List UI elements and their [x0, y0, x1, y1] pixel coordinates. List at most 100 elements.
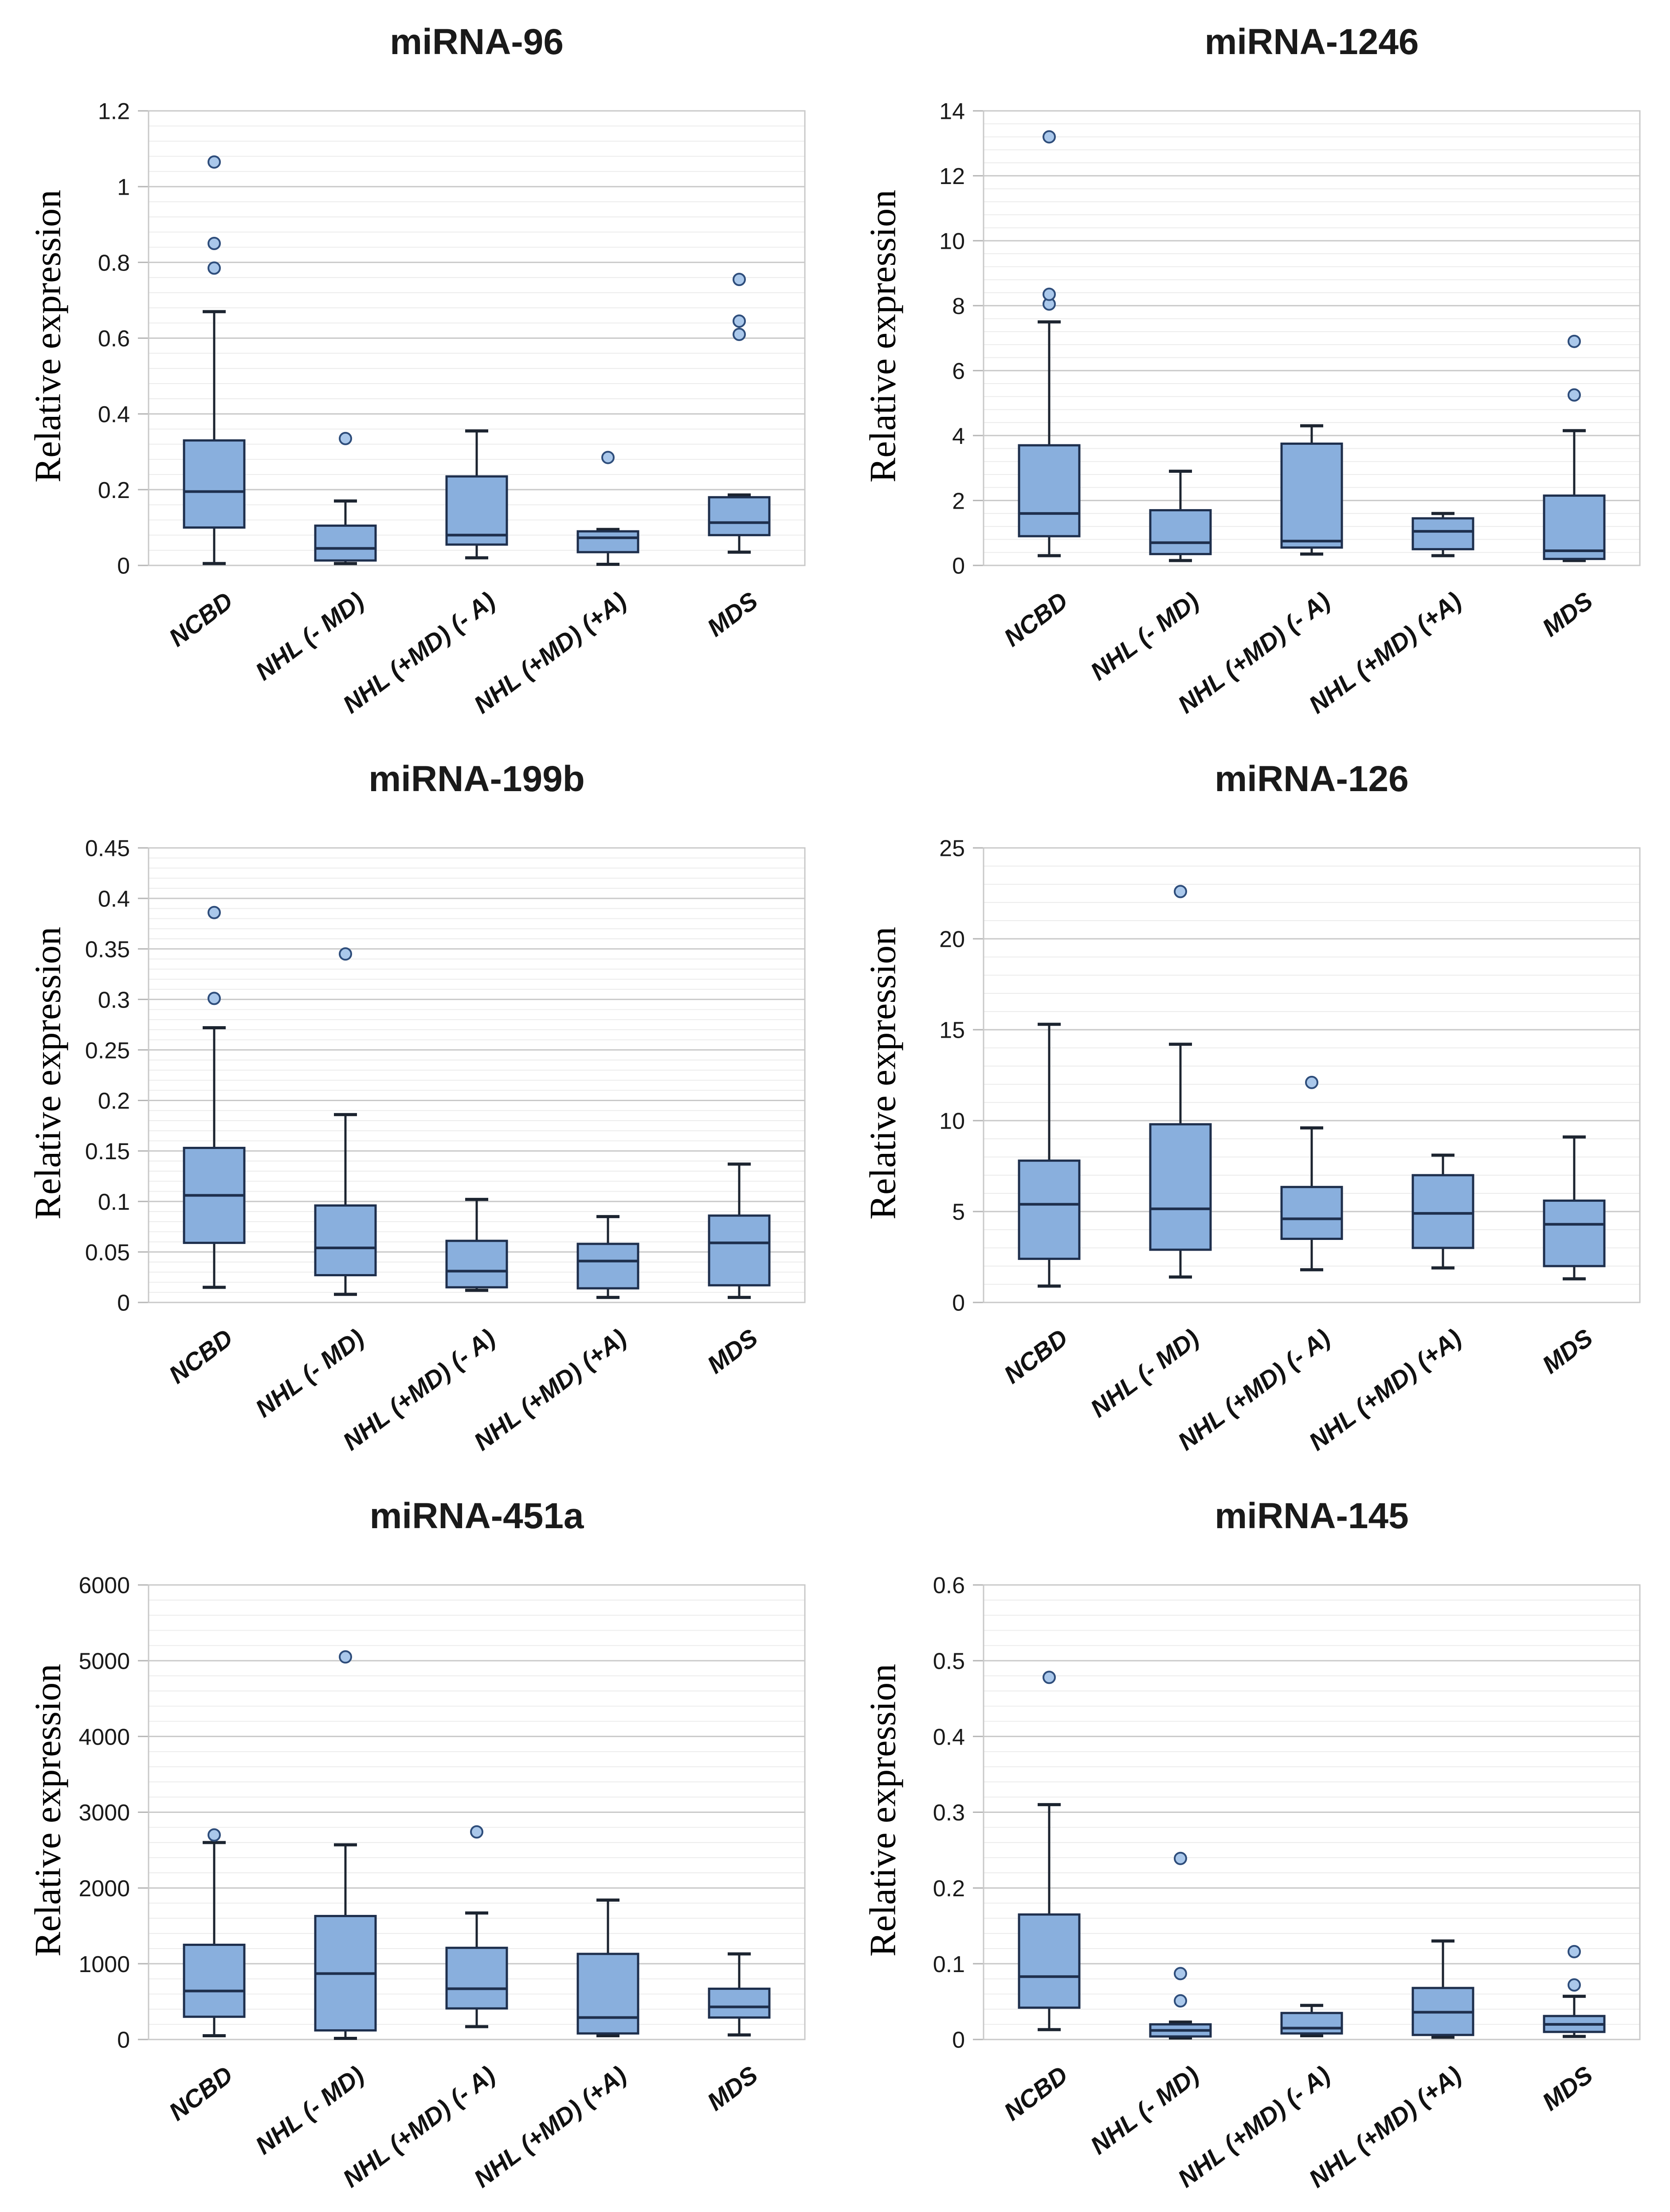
x-category-label: NCBD: [164, 586, 238, 652]
box-group-5: MDS: [702, 1952, 771, 2116]
y-tick-label: 2: [952, 488, 965, 514]
y-tick-label: 0.5: [933, 1649, 965, 1675]
x-category-label: NCBD: [164, 2060, 238, 2126]
y-tick-label: 6000: [78, 1573, 130, 1599]
chart-mirna-126: miRNA-126 Relative expression 0 5 10 15 20 25…: [835, 737, 1670, 1474]
outlier-point: [339, 947, 352, 961]
y-tick-label: 0.2: [933, 1876, 965, 1902]
y-tick-label: 0.3: [98, 987, 130, 1013]
chart-title: miRNA-126: [1215, 759, 1409, 799]
x-category-label: NHL (- MD): [1085, 2060, 1204, 2160]
y-tick-label: 10: [939, 1109, 965, 1134]
outlier-point: [601, 451, 615, 464]
x-category-label: MDS: [702, 586, 763, 642]
outlier-point: [1174, 1851, 1187, 1865]
box-group-2: NHL (- MD): [250, 431, 377, 686]
x-category-label: MDS: [1537, 586, 1598, 642]
box-group-1: NCBD: [164, 1828, 246, 2126]
iqr-box: [1280, 442, 1343, 549]
plot-border: [983, 1584, 1641, 2040]
y-axis: 0 0.05 0.1 0.15 0.2 0.25 0.3 0.35 0.4 0.45: [85, 836, 149, 1316]
y-tick-label: 4000: [78, 1724, 130, 1750]
y-tick-label: 0: [952, 553, 965, 579]
y-axis: 0 1000 2000 3000 4000 5000 6000: [78, 1573, 149, 2053]
y-tick-label: 0.1: [933, 1952, 965, 1977]
iqr-box: [1018, 1159, 1081, 1260]
chart-mirna-145: miRNA-145 Relative expression 0 0.1 0.2 0.3…: [835, 1474, 1670, 2211]
outlier-point: [1305, 1075, 1318, 1089]
outlier-point: [208, 155, 221, 169]
y-tick-label: 0.4: [98, 886, 130, 912]
x-category-label: NCBD: [999, 586, 1073, 652]
plot-border: [148, 847, 806, 1303]
outlier-point: [339, 1650, 352, 1664]
y-tick-label: 0.2: [98, 478, 130, 503]
y-tick-label: 0.25: [85, 1038, 130, 1063]
iqr-box: [576, 1243, 639, 1290]
y-tick-label: 0.45: [85, 836, 130, 862]
outlier-point: [1174, 1967, 1187, 1981]
y-tick-label: 15: [939, 1018, 965, 1043]
y-tick-label: 0.1: [98, 1189, 130, 1215]
iqr-box: [445, 1946, 508, 2010]
chart-title: miRNA-1246: [1204, 22, 1419, 62]
x-category-label: NHL (- MD): [250, 2060, 369, 2160]
iqr-box: [445, 475, 508, 546]
x-category-label: NHL (- MD): [250, 1323, 369, 1423]
gridlines: [149, 110, 805, 566]
outlier-point: [733, 327, 746, 341]
box-group-5: MDS: [1537, 1945, 1606, 2116]
y-tick-label: 4: [952, 424, 965, 449]
chart-mirna-96: miRNA-96 Relative expression 0 0.2 0.4 0.6 0…: [0, 0, 835, 737]
box-group-5: MDS: [1537, 334, 1606, 642]
iqr-box: [1543, 1199, 1606, 1267]
iqr-box: [576, 1953, 639, 2035]
iqr-box: [1018, 1913, 1081, 2009]
iqr-box: [1543, 494, 1606, 560]
y-tick-label: 0.8: [98, 250, 130, 276]
iqr-box: [1411, 517, 1474, 550]
y-tick-label: 1000: [78, 1952, 130, 1977]
gridlines: [984, 1584, 1640, 2040]
iqr-box: [314, 1204, 377, 1277]
y-tick-label: 10: [939, 229, 965, 255]
plot-border: [148, 110, 806, 566]
y-axis: 0 5 10 15 20 25: [939, 836, 984, 1316]
y-tick-label: 2000: [78, 1876, 130, 1902]
box-plot-canvas: 0 0.05 0.1 0.15 0.2 0.25 0.3 0.35 0.4 0.45 NCBD NHL…: [85, 836, 806, 1456]
plot-border: [983, 110, 1641, 566]
box-group-1: NCBD: [164, 155, 246, 652]
x-category-label: NCBD: [164, 1323, 238, 1389]
outlier-point: [1568, 1945, 1581, 1958]
x-category-label: NCBD: [999, 2060, 1073, 2126]
y-tick-label: 0: [952, 2028, 965, 2053]
outlier-point: [208, 261, 221, 275]
y-tick-label: 0.2: [98, 1088, 130, 1114]
iqr-box: [708, 496, 771, 537]
iqr-box: [708, 1214, 771, 1286]
box-group-1: NCBD: [999, 1671, 1081, 2126]
box-group-4: NHL (+MD) (+A): [469, 1898, 639, 2193]
iqr-box: [1018, 444, 1081, 537]
y-tick-label: 5: [952, 1200, 965, 1225]
outlier-point: [339, 431, 352, 445]
box-group-5: MDS: [702, 273, 771, 642]
box-group-1: NCBD: [999, 130, 1081, 652]
y-tick-label: 0: [117, 1290, 130, 1316]
outlier-point: [1568, 1978, 1581, 1992]
y-tick-label: 0.4: [933, 1724, 965, 1750]
x-category-label: NHL (- MD): [1085, 1323, 1204, 1423]
chart-mirna-451a: miRNA-451a Relative expression 0 1000 2000…: [0, 1474, 835, 2211]
iqr-box: [1280, 2012, 1343, 2035]
outlier-point: [1174, 1994, 1187, 2008]
y-tick-label: 25: [939, 836, 965, 862]
iqr-box: [183, 439, 246, 529]
y-tick-label: 6: [952, 358, 965, 384]
plot-border: [148, 1584, 806, 2040]
x-category-label: NCBD: [999, 1323, 1073, 1389]
outlier-point: [208, 906, 221, 919]
y-tick-label: 0.15: [85, 1139, 130, 1165]
outlier-point: [733, 273, 746, 286]
x-category-label: NHL (- MD): [250, 586, 369, 686]
